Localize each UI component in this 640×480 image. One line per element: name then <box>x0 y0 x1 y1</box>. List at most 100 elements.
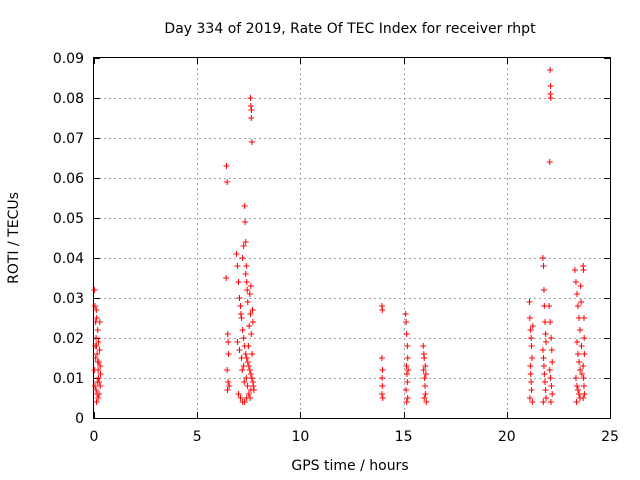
data-point <box>233 251 240 257</box>
data-point <box>236 347 243 353</box>
data-point <box>528 379 535 385</box>
data-point <box>403 363 410 369</box>
data-point <box>403 399 410 405</box>
data-point <box>528 335 535 341</box>
y-tick-label: 0.01 <box>53 371 84 387</box>
data-point <box>237 395 244 401</box>
data-point <box>547 83 554 89</box>
data-point <box>577 367 584 373</box>
data-point <box>403 331 410 337</box>
data-point <box>576 391 583 397</box>
data-point <box>420 343 427 349</box>
data-point <box>246 367 253 373</box>
data-point <box>245 343 252 349</box>
x-tick-label: 15 <box>395 429 413 445</box>
data-point <box>93 335 100 341</box>
x-tick-label: 0 <box>90 429 99 445</box>
data-point <box>576 359 583 365</box>
data-point <box>542 387 549 393</box>
data-point <box>95 339 102 345</box>
y-tick-label: 0.02 <box>53 331 84 347</box>
data-point <box>405 367 412 373</box>
data-point <box>223 163 230 169</box>
data-point <box>547 399 554 405</box>
data-point <box>246 291 253 297</box>
data-point <box>421 395 428 401</box>
data-point <box>242 351 249 357</box>
data-point <box>404 379 411 385</box>
y-tick-label: 0 <box>75 411 84 427</box>
data-point <box>223 275 230 281</box>
data-point <box>527 371 534 377</box>
x-tick-label: 25 <box>601 429 619 445</box>
data-point <box>97 383 104 389</box>
data-point <box>422 391 429 397</box>
data-point <box>92 343 99 349</box>
data-point <box>379 307 386 313</box>
y-tick-label: 0.09 <box>53 51 84 67</box>
data-point <box>539 347 546 353</box>
data-point <box>247 283 254 289</box>
data-point <box>547 95 554 101</box>
x-tick-label: 20 <box>498 429 516 445</box>
data-point <box>247 311 254 317</box>
data-point <box>95 375 102 381</box>
data-point <box>226 383 233 389</box>
y-tick-label: 0.07 <box>53 131 84 147</box>
chart-title: Day 334 of 2019, Rate Of TEC Index for r… <box>164 21 536 37</box>
data-point <box>247 371 254 377</box>
data-point <box>237 303 244 309</box>
data-points <box>91 67 588 405</box>
data-point <box>527 363 534 369</box>
data-point <box>224 367 231 373</box>
y-tick-label: 0.08 <box>53 91 84 107</box>
data-point <box>93 307 100 313</box>
data-point <box>234 263 241 269</box>
data-point <box>422 363 429 369</box>
y-tick-label: 0.06 <box>53 171 84 187</box>
data-point <box>548 383 555 389</box>
data-point <box>528 355 535 361</box>
y-tick-labels: 0 0.01 0.02 0.03 0.04 0.05 0.06 0.07 0.08 0.09 <box>53 51 84 427</box>
data-point <box>575 387 582 393</box>
data-point <box>248 331 255 337</box>
data-point <box>93 399 100 405</box>
data-point <box>249 351 256 357</box>
data-point <box>239 367 246 373</box>
data-point <box>549 391 556 397</box>
data-point <box>97 363 104 369</box>
data-point <box>235 279 242 285</box>
data-point <box>249 319 256 325</box>
y-tick-label: 0.05 <box>53 211 84 227</box>
y-tick-label: 0.03 <box>53 291 84 307</box>
x-tick-label: 5 <box>193 429 202 445</box>
y-tick-label: 0.04 <box>53 251 84 267</box>
data-point <box>547 375 554 381</box>
data-point <box>423 399 430 405</box>
data-point <box>539 255 546 261</box>
data-point <box>541 319 548 325</box>
data-point <box>243 263 250 269</box>
data-point <box>241 203 248 209</box>
data-point <box>573 399 580 405</box>
data-point <box>543 395 550 401</box>
data-point <box>240 335 247 341</box>
data-point <box>573 339 580 345</box>
data-point <box>248 139 255 145</box>
data-point <box>243 279 250 285</box>
data-point <box>528 387 535 393</box>
data-point <box>573 291 580 297</box>
data-point <box>248 115 255 121</box>
data-point <box>527 327 534 333</box>
data-point <box>245 363 252 369</box>
data-point <box>246 323 253 329</box>
data-point <box>547 67 554 73</box>
data-point <box>235 391 242 397</box>
data-point <box>403 319 410 325</box>
data-point <box>92 355 99 361</box>
data-point <box>91 287 98 293</box>
data-point <box>236 295 243 301</box>
data-point <box>96 391 103 397</box>
data-point <box>578 371 585 377</box>
